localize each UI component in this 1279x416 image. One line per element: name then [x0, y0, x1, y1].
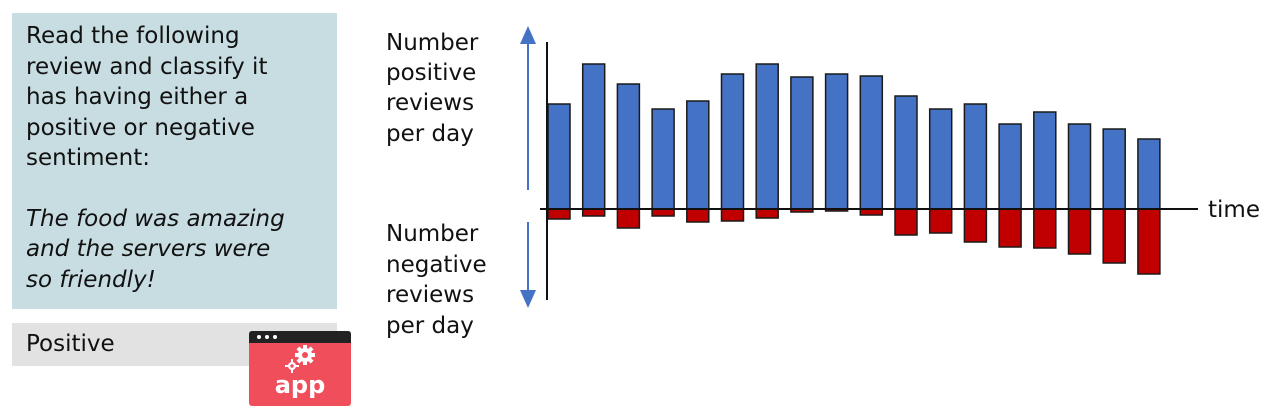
review-line: and the servers were: [26, 236, 271, 262]
positive-bar-13: [963, 103, 988, 210]
positive-bar-1: [547, 103, 571, 210]
gear-icon: [285, 345, 315, 373]
y-label-positive-line: positive: [386, 60, 476, 86]
negative-bar-1: [547, 208, 571, 220]
positive-bar-17: [1102, 128, 1126, 210]
app-icon[interactable]: app: [249, 331, 351, 406]
bars-group: [547, 63, 1161, 275]
positive-bar-2: [581, 63, 606, 210]
positive-bar-18: [1137, 138, 1161, 210]
y-label-negative-line: Number: [386, 221, 479, 247]
negative-bar-16: [1067, 208, 1092, 255]
positive-bar-6: [720, 73, 745, 210]
positive-bar-9: [824, 73, 849, 210]
window-bar: [249, 331, 351, 343]
instruction-line: sentiment:: [26, 145, 151, 171]
positive-bar-10: [859, 75, 884, 210]
instruction-line: review and classify it: [26, 53, 268, 80]
negative-bar-2: [581, 208, 606, 217]
positive-bar-7: [755, 63, 779, 210]
y-label-positive-line: reviews: [386, 90, 474, 116]
negative-bar-15: [1033, 208, 1057, 249]
positive-bar-5: [686, 100, 710, 210]
review-line: so friendly!: [26, 266, 156, 293]
y-label-positive-line: Number: [386, 30, 479, 56]
negative-bar-12: [928, 208, 953, 234]
instruction-line: Read the following: [26, 23, 240, 49]
positive-bar-14: [998, 123, 1022, 210]
negative-bar-18: [1137, 208, 1161, 275]
negative-bar-4: [651, 208, 675, 217]
prompt-instruction: Read the following review and classify i…: [26, 21, 325, 174]
y-label-negative-line: per day: [386, 313, 474, 339]
instruction-line: positive or negative: [26, 114, 255, 141]
positive-bar-16: [1067, 123, 1092, 210]
positive-bar-3: [616, 83, 641, 210]
positive-bar-15: [1033, 111, 1057, 210]
positive-bar-11: [894, 95, 918, 210]
window-dot: [265, 335, 269, 339]
instruction-line: has having either a: [26, 84, 249, 110]
x-axis-label: time: [1208, 197, 1260, 223]
negative-bar-6: [720, 208, 745, 222]
negative-bar-13: [963, 208, 988, 243]
app-label: app: [274, 371, 326, 399]
review-line: The food was amazing: [26, 205, 285, 232]
y-label-positive-line: per day: [386, 121, 474, 147]
positive-bar-12: [928, 108, 953, 210]
y-label-negative-line: reviews: [386, 282, 474, 308]
y-label-negative-line: negative: [386, 252, 487, 278]
prompt-box: Read the following review and classify i…: [12, 13, 337, 309]
negative-bar-11: [894, 208, 918, 236]
negative-bar-5: [686, 208, 710, 223]
window-dot: [257, 335, 261, 339]
positive-bar-4: [651, 108, 675, 210]
negative-bar-3: [616, 208, 641, 229]
review-text: The food was amazing and the servers wer…: [26, 204, 325, 296]
output-label: Positive: [26, 331, 115, 357]
negative-bar-7: [755, 208, 779, 219]
negative-bar-14: [998, 208, 1022, 248]
window-dot: [273, 335, 277, 339]
sentiment-bar-chart: time Number positive reviews per day Num…: [386, 26, 1260, 339]
positive-bar-8: [790, 76, 814, 210]
negative-bar-17: [1102, 208, 1126, 264]
